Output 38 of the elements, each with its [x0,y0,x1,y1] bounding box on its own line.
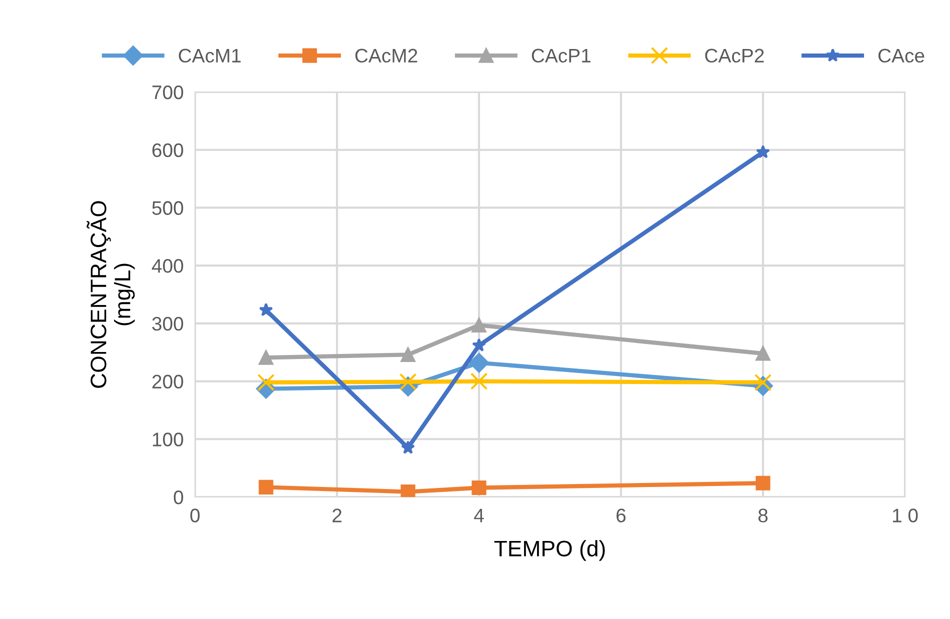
point [400,347,416,362]
y-tick-label: 700 [152,85,184,100]
point [469,352,489,373]
x-tick-label: 2 [332,508,342,522]
y-axis-title: CONCENTRAÇÃO (mg/L) [86,201,135,388]
point [756,144,770,158]
point [399,373,417,391]
x-tick-label: 1 0 [892,508,918,522]
point [400,484,416,497]
legend-label: CAcP2 [705,48,764,63]
y-tick-label: 400 [152,259,184,273]
point [470,372,488,390]
point [258,480,274,494]
point [756,476,770,490]
legend-label: CAce [878,48,924,63]
point [259,302,273,316]
y-tick-label: 600 [152,143,184,158]
point [401,440,415,454]
point [756,346,770,361]
x-tick-label: 8 [758,508,768,522]
point [258,350,274,365]
x-tick-label: 0 [190,508,200,522]
y-tick-label: 200 [152,374,184,389]
legend-label: CAcP1 [532,48,590,63]
legend-label: CAcM2 [355,48,418,63]
y-tick-label: 300 [152,316,184,331]
x-tick-label: 6 [616,508,626,522]
point [472,480,486,496]
point [257,374,275,392]
x-axis-title: TEMPO (d) [494,540,605,561]
y-tick-label: 0 [174,490,184,504]
x-tick-label: 4 [474,508,484,522]
legend-label: CAcM1 [178,48,241,63]
point [754,374,772,392]
y-tick-label: 500 [152,201,184,215]
y-tick-label: 100 [152,432,184,446]
point [472,318,486,332]
point [472,338,486,352]
